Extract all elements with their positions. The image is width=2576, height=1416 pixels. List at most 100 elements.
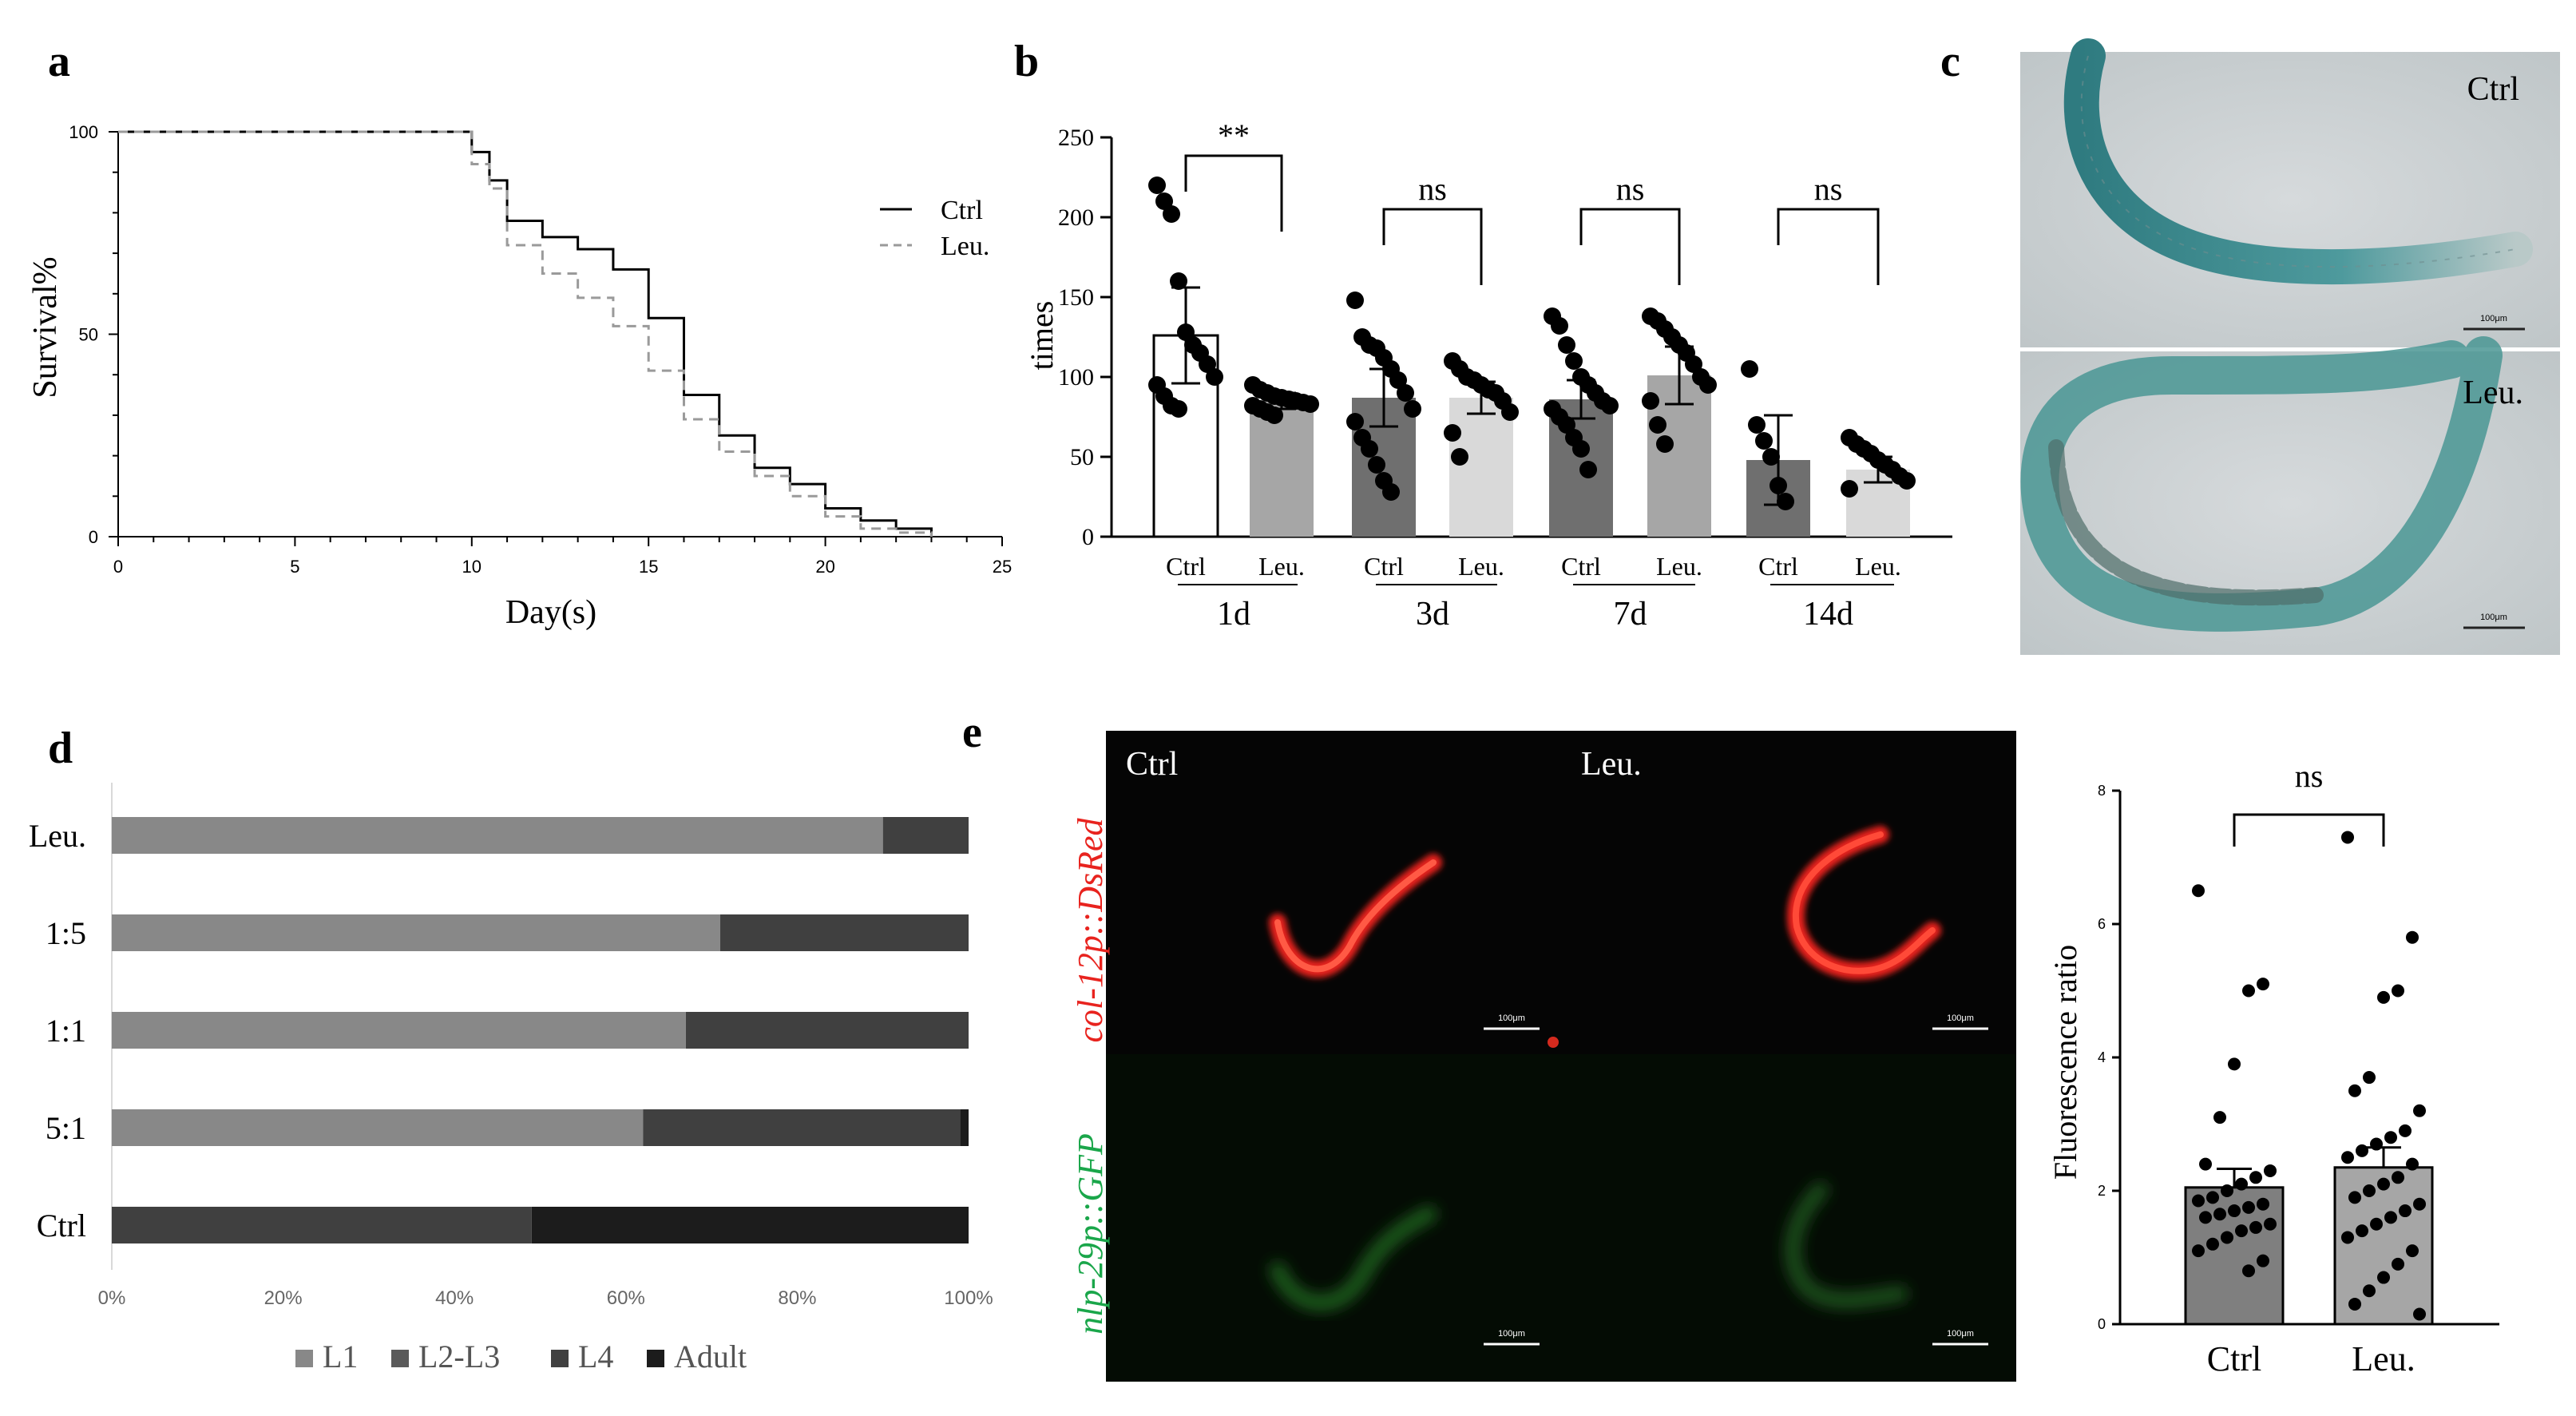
times-data-point [1397,384,1414,402]
times-y-tick-label: 0 [1082,524,1094,550]
stage-bar-segment-l4 [882,817,969,854]
times-significance-bracket [1777,208,1880,285]
times-data-point [1685,355,1702,373]
times-data-point [1558,416,1575,434]
times-significance-label: ns [1616,171,1645,207]
fluorescence-ratio-data-point [2221,1184,2233,1197]
times-data-point [1656,435,1674,453]
panel-letter-b: b [1014,37,1039,86]
times-data-point [1444,424,1461,442]
fluorescence-ratio-data-point [2413,1197,2426,1211]
fluorescence-ratio-data-point [2413,1104,2426,1117]
fluorescence-ratio-data-point [2370,1137,2383,1151]
times-data-point [1163,205,1180,223]
dsred-worm-ctrl-core [1274,859,1437,973]
fluorescence-ratio-significance-label: ns [2295,758,2324,794]
fluorescence-ratio-data-point [2413,1307,2426,1321]
times-y-tick-label: 250 [1058,125,1094,151]
scalebar-e4-label: 100μm [1947,1329,1974,1339]
scalebar-leu-label: 100μm [2480,613,2507,622]
times-group-label: 14d [1803,596,1853,633]
fluorescence-ratio-bars [2184,831,2434,1326]
dsred-speck [1548,1037,1559,1048]
fluorescence-ratio-data-point [2348,1191,2361,1204]
fluorescence-images: Ctrl Leu. 100μm 100μm 100μm 100μm col-12… [1071,731,2016,1382]
dsred-channel-label: col-12p::DsRed [1071,817,1110,1042]
fluorescence-ratio-y-tick-label: 4 [2098,1049,2106,1065]
stage-x-tick-label: 100% [944,1287,993,1309]
times-data-point [1841,480,1858,498]
stage-legend-label: L2-L3 [418,1339,500,1374]
times-group-label: 1d [1217,596,1250,633]
times-data-point [1642,392,1659,410]
fluorescence-ratio-data-point [2377,990,2390,1004]
times-labels: 0 50 100 150 200 250 Ctrl Leu. Ctrl Leu. Ctrl Leu. C… [1058,117,1901,633]
survival-x-tick-label: 10 [462,557,482,577]
fluorescence-ratio-data-point [2192,884,2205,898]
times-y-tick-label: 200 [1058,204,1094,231]
stage-bar-segment-l4 [685,1012,969,1049]
times-data-point [1199,355,1216,373]
fluorescence-ratio-data-point [2384,1211,2397,1224]
fluorescence-ratio-data-point [2384,1131,2397,1144]
scalebar-e3-label: 100μm [1498,1329,1525,1339]
fluorescence-ratio-data-point [2377,1177,2390,1191]
fluorescence-ratio-bar [2333,1166,2434,1326]
times-data-point [1748,416,1766,434]
times-bars [1148,177,1916,538]
gfp-worm-leu [1785,1182,1908,1309]
fluorescence-ratio-data-point [2356,1144,2368,1157]
times-significance-label: ns [1814,171,1843,207]
stage-category-label: 1:1 [46,1013,86,1049]
survival-y-axis-label: Survival% [27,256,64,398]
stage-legend-swatch [295,1350,313,1367]
survival-x-tick-label: 20 [815,557,834,577]
stage-legend-label: Adult [674,1339,747,1374]
survival-y-tick-label: 50 [79,325,98,345]
fluorescence-ratio-data-point [2213,1208,2226,1221]
fluorescence-leu-label: Leu. [1581,746,1642,783]
survival-chart: 0 5 10 15 20 25 0 50 100 Day(s) Survival% Ctrl Le… [27,122,1012,631]
stage-bar-segment-l1 [112,1109,644,1146]
fluorescence-green-background [1106,1054,2016,1382]
micrograph-leu-label: Leu. [2463,375,2523,411]
fluorescence-ratio-labels: 0 2 4 6 8 Ctrl Leu. ns [2098,758,2415,1378]
gfp-worm-ctrl [1270,1206,1437,1311]
stage-legend: L1 L2-L3 L4 Adult [295,1339,747,1374]
fluorescence-ratio-data-point [2235,1224,2248,1238]
survival-line-ctrl [118,130,933,537]
stage-x-tick-label: 0% [98,1287,126,1309]
times-data-point [1170,272,1187,290]
times-bar-label: Leu. [1458,552,1504,581]
times-data-point [1361,440,1378,458]
fluorescence-ratio-data-point [2249,1171,2262,1184]
worm-leu [2020,336,2503,632]
times-data-point [1266,407,1283,424]
times-y-tick-label: 50 [1070,444,1094,470]
fluorescence-ctrl-label: Ctrl [1126,746,1178,783]
stage-bar-segment-l4 [719,914,969,951]
fluorescence-ratio-data-point [2221,1231,2233,1244]
fluorescence-ratio-data-point [2264,1217,2277,1231]
stage-bar-segment-l4 [112,1207,532,1243]
stage-bar-segment-l4 [643,1109,961,1146]
stage-bars [112,817,969,1243]
fluorescence-ratio-data-point [2235,1177,2248,1191]
fluorescence-ratio-data-point [2341,831,2354,844]
fluorescence-ratio-data-point [2228,1057,2241,1071]
fluorescence-ratio-data-point [2406,1244,2419,1258]
scalebar-e1-label: 100μm [1498,1013,1525,1023]
times-significance-bracket [1382,208,1483,285]
survival-series [118,130,933,537]
fluorescence-ratio-data-point [2406,1157,2419,1171]
times-data-point [1302,395,1319,413]
fluorescence-ratio-data-point [2242,1200,2255,1214]
stage-x-tick-label: 60% [607,1287,645,1309]
fluorescence-ratio-category-label: Leu. [2352,1339,2415,1378]
times-group-label: 3d [1416,596,1449,633]
panel-letter-a: a [48,37,70,86]
times-data-point [1755,432,1773,450]
times-bar [1250,401,1314,537]
fluorescence-ratio-y-tick-label: 2 [2098,1183,2106,1199]
